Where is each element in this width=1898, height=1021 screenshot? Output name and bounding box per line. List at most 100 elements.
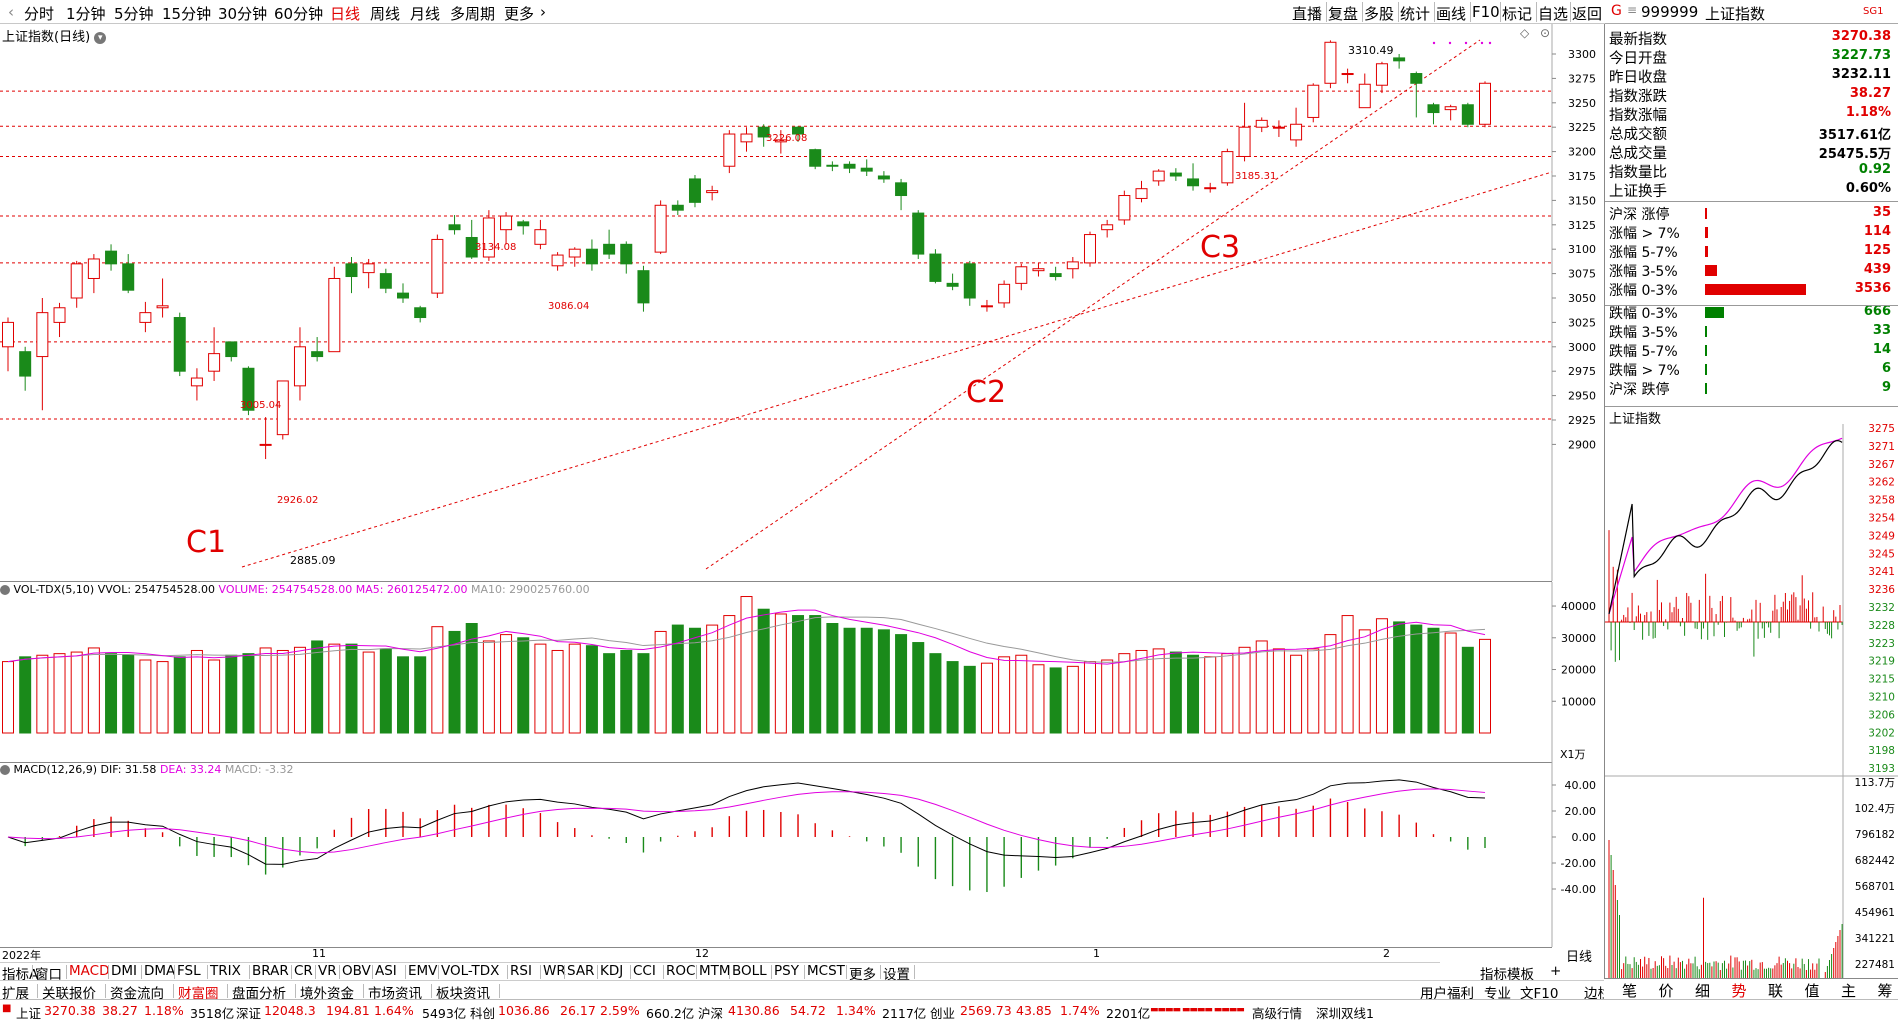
info-tab[interactable]: 财富圈: [178, 986, 219, 1002]
tab-1min[interactable]: 1分钟: [66, 5, 106, 23]
volume-chart[interactable]: 40000 30000 20000 10000 X1万: [0, 582, 1604, 762]
indicator-tab[interactable]: SAR: [567, 963, 595, 979]
indicator-tab[interactable]: PSY: [774, 963, 799, 979]
status-advanced-quote[interactable]: 高级行情: [1252, 1006, 1303, 1021]
side-tab[interactable]: 主: [1841, 982, 1857, 1000]
info-tab[interactable]: 资金流向: [110, 986, 164, 1002]
indicator-tab[interactable]: MTM: [699, 963, 731, 979]
menu-icon[interactable]: ≡: [1627, 3, 1638, 17]
tab-daily[interactable]: 日线: [330, 5, 361, 23]
tab-30min[interactable]: 30分钟: [218, 5, 268, 23]
info-tab[interactable]: 扩展: [2, 986, 29, 1002]
info-right-tab[interactable]: 专业: [1484, 986, 1511, 1002]
indicator-tab[interactable]: EMV: [408, 963, 438, 979]
toolbar-draw[interactable]: 画线: [1436, 5, 1467, 23]
side-tab[interactable]: 势: [1731, 982, 1747, 1000]
settings-diamond-icon[interactable]: ◇: [1520, 26, 1530, 40]
status-sz-name[interactable]: 深证: [236, 1006, 262, 1021]
intraday-mini-chart[interactable]: 3275 3271 3267 3262 3258 3254 3249 3245 3241 3236…: [1605, 424, 1898, 990]
indicator-tab[interactable]: 设置: [883, 967, 910, 983]
tab-fenshi[interactable]: 分时: [24, 5, 55, 23]
tab-more[interactable]: 更多: [504, 5, 535, 23]
volume-bar: [122, 654, 135, 734]
indicator-tab[interactable]: DMI: [111, 963, 138, 979]
indicator-tab[interactable]: 指标A: [2, 967, 39, 983]
indicator-tab[interactable]: 窗口: [35, 967, 62, 983]
volume-bar: [431, 626, 444, 734]
indicator-tab[interactable]: FSL: [177, 963, 201, 979]
scroll-left-icon[interactable]: ‹: [8, 3, 14, 21]
indicator-tab[interactable]: CR: [294, 963, 313, 979]
quote-value: 0.92: [1858, 162, 1891, 177]
mini-vol-tick-label: 454961: [1855, 907, 1895, 919]
side-tab[interactable]: 价: [1658, 982, 1674, 1000]
add-icon[interactable]: +: [1550, 963, 1562, 979]
indicator-tab[interactable]: MCST: [807, 963, 845, 979]
indicator-template-button[interactable]: 指标模板: [1480, 967, 1534, 983]
indicator-tab[interactable]: 更多: [849, 967, 876, 983]
side-tab[interactable]: 笔: [1622, 982, 1638, 1000]
status-server[interactable]: 深圳双线1: [1316, 1006, 1374, 1021]
chevron-down-icon[interactable]: ▾: [94, 31, 107, 44]
chevron-right-icon[interactable]: ›: [540, 3, 546, 21]
status-hs-name[interactable]: 沪深: [698, 1006, 724, 1021]
macd-chart[interactable]: 40.00 20.00 0.00 -20.00 -40.00: [0, 762, 1604, 947]
tab-5min[interactable]: 5分钟: [114, 5, 154, 23]
candle: [70, 260, 83, 308]
volume-bar: [259, 647, 272, 734]
toolbar-mark[interactable]: 标记: [1502, 5, 1533, 23]
info-tab[interactable]: 盘面分析: [232, 986, 286, 1002]
indicator-tab[interactable]: BRAR: [252, 963, 289, 979]
indicator-tab[interactable]: CCI: [633, 963, 656, 979]
side-tab[interactable]: 细: [1695, 982, 1711, 1000]
candle: [1152, 169, 1165, 186]
chevron-down-icon[interactable]: [0, 585, 10, 595]
info-tab[interactable]: 板块资讯: [436, 986, 490, 1002]
status-hs-amount: 2117亿: [882, 1006, 927, 1021]
tab-monthly[interactable]: 月线: [410, 5, 441, 23]
candle: [723, 130, 736, 174]
indicator-tab[interactable]: TRIX: [210, 963, 241, 979]
status-cy-name[interactable]: 创业: [930, 1006, 956, 1021]
indicator-tab[interactable]: VR: [318, 963, 337, 979]
volume-bar: [19, 656, 32, 734]
indicator-tab[interactable]: KDJ: [600, 963, 624, 979]
status-kc-name[interactable]: 科创: [470, 1006, 496, 1021]
toolbar-multi-stock[interactable]: 多股: [1364, 5, 1395, 23]
toolbar-live[interactable]: 直播: [1292, 5, 1323, 23]
info-tab[interactable]: 境外资金: [300, 986, 354, 1002]
indicator-tab[interactable]: OBV: [342, 963, 371, 979]
chart-title[interactable]: 上证指数(日线) ▾: [2, 26, 107, 45]
toolbar-replay[interactable]: 复盘: [1328, 5, 1359, 23]
candle: [757, 124, 770, 147]
info-tab[interactable]: 关联报价: [42, 986, 96, 1002]
side-tab[interactable]: 联: [1768, 982, 1784, 1000]
indicator-tab[interactable]: ROC: [666, 963, 696, 979]
toolbar-f10[interactable]: F10: [1472, 3, 1500, 21]
label-c3: C3: [1200, 230, 1240, 265]
tab-multi-period[interactable]: 多周期: [450, 5, 496, 23]
info-right-tab[interactable]: 用户福利: [1420, 986, 1474, 1002]
indicator-tab[interactable]: WR: [543, 963, 566, 979]
indicator-tab[interactable]: BOLL: [732, 963, 767, 979]
indicator-tab[interactable]: DMA: [144, 963, 176, 979]
tab-weekly[interactable]: 周线: [370, 5, 401, 23]
candlestick-chart[interactable]: 3300 3275 3250 3225 3200 3175 3150 3125 3100 3075…: [0, 24, 1604, 581]
toolbar-back[interactable]: 返回: [1572, 5, 1603, 23]
tab-60min[interactable]: 60分钟: [274, 5, 324, 23]
toolbar-stats[interactable]: 统计: [1400, 5, 1431, 23]
side-tab[interactable]: 值: [1804, 982, 1820, 1000]
chevron-down-icon[interactable]: [0, 765, 10, 775]
indicator-tab[interactable]: MACD: [69, 963, 110, 979]
tab-divider: [339, 965, 340, 979]
toolbar-watchlist[interactable]: 自选: [1538, 5, 1569, 23]
info-right-tab[interactable]: 文F10: [1520, 986, 1559, 1002]
info-tab[interactable]: 市场资讯: [368, 986, 422, 1002]
indicator-tab[interactable]: RSI: [510, 963, 532, 979]
status-sh-name[interactable]: 上证: [16, 1006, 42, 1021]
collapse-icon[interactable]: ⊙: [1540, 26, 1551, 40]
tab-15min[interactable]: 15分钟: [162, 5, 212, 23]
side-tab[interactable]: 筹: [1877, 982, 1893, 1000]
indicator-tab[interactable]: ASI: [375, 963, 397, 979]
indicator-tab[interactable]: VOL-TDX: [441, 963, 500, 979]
